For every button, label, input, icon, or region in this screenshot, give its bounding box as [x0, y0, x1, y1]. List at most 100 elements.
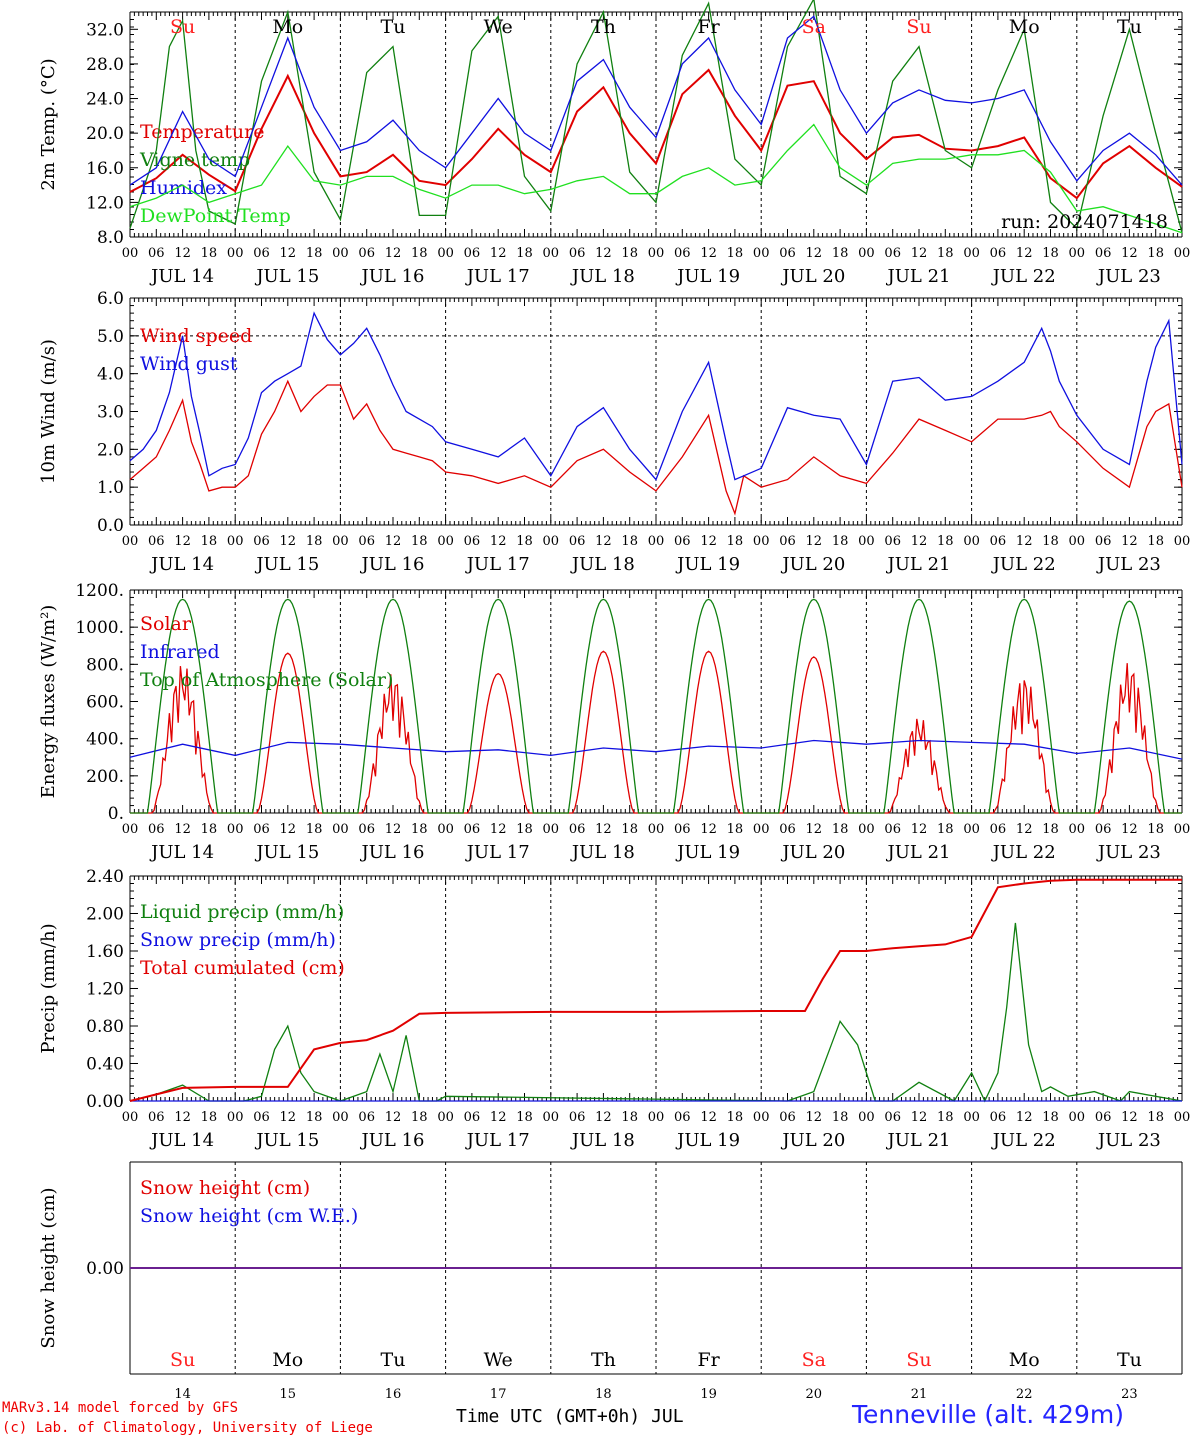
hour-tick-label: 00 [1069, 534, 1086, 549]
day-label: JUL 18 [570, 554, 635, 575]
hour-tick-label: 18 [411, 246, 428, 261]
day-number-label: 16 [385, 1387, 402, 1402]
hour-tick-label: 00 [543, 1110, 560, 1125]
hour-tick-label: 12 [280, 1110, 297, 1125]
hour-tick-label: 06 [358, 822, 375, 837]
y-tick-label: 0.00 [86, 1092, 124, 1112]
y-axis-title: Energy fluxes (W/m²) [38, 605, 59, 799]
run-stamp: run: 2024071418 [1001, 211, 1168, 233]
lab-credit: (c) Lab. of Climatology, University of L… [2, 1420, 373, 1436]
y-tick-label: 20.0 [86, 124, 124, 144]
legend-entry: Solar [140, 613, 192, 635]
hour-tick-label: 06 [884, 822, 901, 837]
y-tick-label: 1000. [75, 618, 124, 638]
hour-tick-label: 18 [727, 822, 744, 837]
hour-tick-label: 06 [884, 246, 901, 261]
hour-tick-label: 18 [832, 822, 849, 837]
hour-tick-label: 00 [753, 534, 770, 549]
legend-entry: Top of Atmosphere (Solar) [140, 669, 393, 691]
day-label: JUL 16 [360, 266, 425, 287]
hour-tick-label: 06 [569, 246, 586, 261]
hour-tick-label: 18 [832, 1110, 849, 1125]
hour-tick-label: 12 [385, 246, 402, 261]
x-axis-title: Time UTC (GMT+0h) JUL [456, 1406, 684, 1427]
hour-tick-label: 00 [227, 1110, 244, 1125]
hour-tick-label: 00 [122, 822, 139, 837]
legend-entry: Humidex [140, 177, 227, 199]
station-name: Tenneville (alt. 429m) [852, 1400, 1124, 1429]
hour-tick-label: 18 [411, 1110, 428, 1125]
day-label: JUL 14 [149, 266, 214, 287]
weekday-label: Su [906, 1349, 931, 1371]
hour-tick-label: 18 [1042, 534, 1059, 549]
day-label: JUL 17 [465, 842, 530, 863]
hour-tick-label: 18 [621, 534, 638, 549]
hour-tick-label: 12 [385, 534, 402, 549]
hour-tick-label: 06 [148, 534, 165, 549]
y-tick-label: 0.00 [86, 1259, 124, 1279]
day-label: JUL 18 [570, 842, 635, 863]
model-credit: MARv3.14 model forced by GFS [2, 1400, 239, 1416]
day-label: JUL 22 [991, 1130, 1056, 1151]
hour-tick-label: 00 [437, 534, 454, 549]
weekday-label: We [484, 16, 513, 38]
y-tick-label: 2.00 [86, 905, 124, 925]
y-tick-label: 6.0 [97, 289, 124, 309]
legend-entry: Total cumulated (cm) [140, 957, 345, 979]
y-tick-label: 4.0 [97, 365, 124, 385]
hour-tick-label: 18 [1147, 1110, 1164, 1125]
day-label: JUL 16 [360, 1130, 425, 1151]
hour-tick-label: 06 [1095, 1110, 1112, 1125]
legend-entry: Wind gust [140, 353, 238, 375]
day-label: JUL 18 [570, 266, 635, 287]
hour-tick-label: 12 [911, 1110, 928, 1125]
day-number-label: 14 [174, 1387, 191, 1402]
hour-tick-label: 00 [437, 246, 454, 261]
hour-tick-label: 00 [543, 822, 560, 837]
hour-tick-label: 06 [990, 534, 1007, 549]
y-tick-label: 12.0 [86, 193, 124, 213]
hour-tick-label: 00 [1174, 822, 1191, 837]
y-tick-label: 200. [86, 767, 124, 787]
y-tick-label: 0.80 [86, 1017, 124, 1037]
hour-tick-label: 06 [674, 1110, 691, 1125]
hour-tick-label: 06 [779, 1110, 796, 1125]
hour-tick-label: 00 [1069, 1110, 1086, 1125]
hour-tick-label: 00 [543, 534, 560, 549]
weekday-label: Su [906, 16, 931, 38]
hour-tick-label: 00 [332, 246, 349, 261]
weekday-label: Th [591, 16, 616, 38]
hour-tick-label: 18 [727, 1110, 744, 1125]
hour-tick-label: 18 [306, 1110, 323, 1125]
day-number-label: 19 [700, 1387, 717, 1402]
hour-tick-label: 18 [411, 822, 428, 837]
day-label: JUL 15 [254, 842, 319, 863]
hour-tick-label: 18 [516, 246, 533, 261]
day-label: JUL 19 [675, 1130, 740, 1151]
day-label: JUL 22 [991, 266, 1056, 287]
hour-tick-label: 06 [148, 822, 165, 837]
day-label: JUL 20 [780, 1130, 845, 1151]
hour-tick-label: 12 [911, 534, 928, 549]
day-label: JUL 23 [1096, 554, 1161, 575]
hour-tick-label: 12 [490, 822, 507, 837]
hour-tick-label: 00 [122, 1110, 139, 1125]
series-line-4 [129, 123, 1183, 234]
hour-tick-label: 00 [963, 246, 980, 261]
hour-tick-label: 12 [280, 822, 297, 837]
hour-tick-label: 12 [1121, 1110, 1138, 1125]
hour-tick-label: 18 [621, 1110, 638, 1125]
hour-tick-label: 06 [990, 246, 1007, 261]
hour-tick-label: 12 [385, 1110, 402, 1125]
day-label: JUL 20 [780, 842, 845, 863]
hour-tick-label: 18 [1042, 246, 1059, 261]
hour-tick-label: 12 [700, 822, 717, 837]
series-line-2 [129, 0, 1183, 233]
hour-tick-label: 06 [358, 534, 375, 549]
hour-tick-label: 18 [727, 246, 744, 261]
weekday-label: Tu [1117, 1349, 1142, 1371]
hour-tick-label: 06 [779, 822, 796, 837]
hour-tick-label: 06 [464, 246, 481, 261]
hour-tick-label: 18 [306, 534, 323, 549]
hour-tick-label: 00 [858, 1110, 875, 1125]
